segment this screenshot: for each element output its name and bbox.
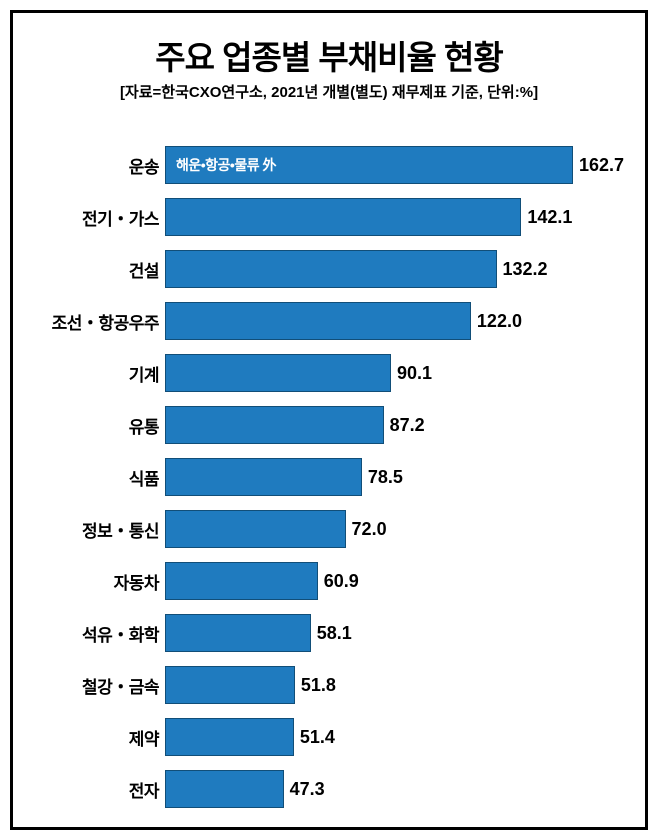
bar xyxy=(165,562,318,600)
value-label: 132.2 xyxy=(503,259,548,280)
bar xyxy=(165,718,294,756)
bar-row: 건설 132.2 xyxy=(33,250,625,288)
value-label: 47.3 xyxy=(290,779,325,800)
bar-wrap: 51.4 xyxy=(165,718,625,756)
bar-row: 자동차 60.9 xyxy=(33,562,625,600)
chart-area: 운송 해운•항공•물류 外 162.7 전기・가스 142.1 건설 132.2 조선・항공우… xyxy=(33,146,625,808)
bar-wrap: 142.1 xyxy=(165,198,625,236)
bar xyxy=(165,458,362,496)
category-label: 기계 xyxy=(33,361,165,386)
category-label: 정보・통신 xyxy=(33,517,165,542)
bar-wrap: 87.2 xyxy=(165,406,625,444)
bar-row: 전자 47.3 xyxy=(33,770,625,808)
bar-row: 운송 해운•항공•물류 外 162.7 xyxy=(33,146,625,184)
bar-wrap: 60.9 xyxy=(165,562,625,600)
bar xyxy=(165,302,471,340)
category-label: 석유・화학 xyxy=(33,621,165,646)
bar: 해운•항공•물류 外 xyxy=(165,146,573,184)
value-label: 51.4 xyxy=(300,727,335,748)
value-label: 162.7 xyxy=(579,155,624,176)
value-label: 51.8 xyxy=(301,675,336,696)
bar-wrap: 58.1 xyxy=(165,614,625,652)
bar-wrap: 122.0 xyxy=(165,302,625,340)
bar-wrap: 90.1 xyxy=(165,354,625,392)
bar xyxy=(165,406,384,444)
value-label: 58.1 xyxy=(317,623,352,644)
bar xyxy=(165,666,295,704)
category-label: 건설 xyxy=(33,257,165,282)
bar-row: 제약 51.4 xyxy=(33,718,625,756)
category-label: 제약 xyxy=(33,725,165,750)
category-label: 운송 xyxy=(33,153,165,178)
bar-row: 기계 90.1 xyxy=(33,354,625,392)
value-label: 72.0 xyxy=(352,519,387,540)
category-label: 전기・가스 xyxy=(33,205,165,230)
value-label: 142.1 xyxy=(527,207,572,228)
value-label: 87.2 xyxy=(390,415,425,436)
bar-wrap: 132.2 xyxy=(165,250,625,288)
bar-wrap: 78.5 xyxy=(165,458,625,496)
bar-row: 식품 78.5 xyxy=(33,458,625,496)
bar-wrap: 47.3 xyxy=(165,770,625,808)
bar xyxy=(165,354,391,392)
chart-subtitle: [자료=한국CXO연구소, 2021년 개별(별도) 재무제표 기준, 단위:%… xyxy=(33,81,625,102)
category-label: 자동차 xyxy=(33,569,165,594)
category-label: 철강・금속 xyxy=(33,673,165,698)
category-label: 조선・항공우주 xyxy=(33,309,165,334)
category-label: 식품 xyxy=(33,465,165,490)
bar-wrap: 51.8 xyxy=(165,666,625,704)
chart-title: 주요 업종별 부채비율 현황 xyxy=(33,31,625,79)
bar xyxy=(165,614,311,652)
bar xyxy=(165,250,497,288)
bar xyxy=(165,510,346,548)
bar-row: 전기・가스 142.1 xyxy=(33,198,625,236)
value-label: 122.0 xyxy=(477,311,522,332)
category-label: 전자 xyxy=(33,777,165,802)
bar-row: 조선・항공우주 122.0 xyxy=(33,302,625,340)
value-label: 90.1 xyxy=(397,363,432,384)
bar-row: 유통 87.2 xyxy=(33,406,625,444)
bar-wrap: 해운•항공•물류 外 162.7 xyxy=(165,146,625,184)
bar-row: 석유・화학 58.1 xyxy=(33,614,625,652)
bar-wrap: 72.0 xyxy=(165,510,625,548)
category-label: 유통 xyxy=(33,413,165,438)
bar-overlay-text: 해운•항공•물류 外 xyxy=(176,155,276,175)
value-label: 60.9 xyxy=(324,571,359,592)
bar-row: 철강・금속 51.8 xyxy=(33,666,625,704)
bar-row: 정보・통신 72.0 xyxy=(33,510,625,548)
bar xyxy=(165,198,521,236)
chart-frame: 주요 업종별 부채비율 현황 [자료=한국CXO연구소, 2021년 개별(별도… xyxy=(10,10,648,830)
bar xyxy=(165,770,284,808)
value-label: 78.5 xyxy=(368,467,403,488)
